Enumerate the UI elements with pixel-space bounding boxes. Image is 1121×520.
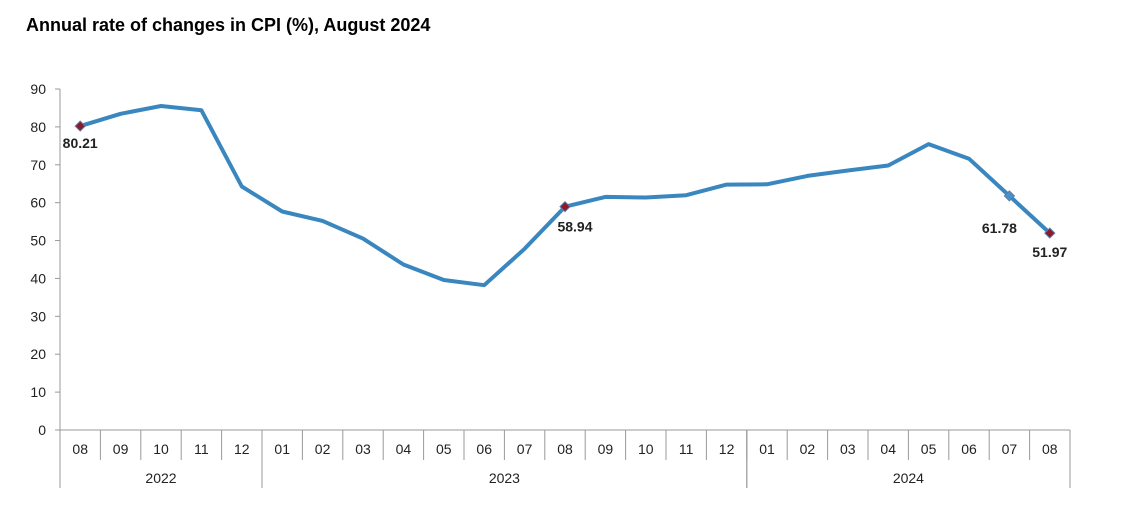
year-label: 2024 (893, 470, 924, 486)
data-label: 61.78 (982, 220, 1017, 236)
x-tick-label: 02 (800, 441, 816, 457)
x-tick-label: 04 (396, 441, 412, 457)
data-point-marker (74, 120, 86, 132)
y-tick-label: 90 (30, 81, 46, 97)
x-tick-label: 02 (315, 441, 331, 457)
data-label: 58.94 (557, 219, 592, 235)
data-point-marker (1003, 190, 1016, 202)
x-tick-label: 08 (557, 441, 573, 457)
x-tick-label: 05 (436, 441, 452, 457)
chart-title: Annual rate of changes in CPI (%), Augus… (26, 15, 431, 35)
cpi-series-line (78, 104, 1052, 288)
data-label: 51.97 (1032, 244, 1067, 260)
y-tick-label: 70 (30, 157, 46, 173)
x-tick-label: 09 (598, 441, 614, 457)
x-tick-label: 06 (476, 441, 492, 457)
x-tick-label: 01 (759, 441, 775, 457)
y-tick-label: 10 (30, 384, 46, 400)
y-tick-label: 40 (30, 270, 46, 286)
x-tick-label: 07 (517, 441, 533, 457)
x-tick-label: 10 (153, 441, 169, 457)
x-tick-label: 06 (961, 441, 977, 457)
x-tick-label: 08 (1042, 441, 1058, 457)
x-tick-label: 03 (355, 441, 371, 457)
data-label: 80.21 (63, 135, 98, 151)
x-tick-label: 12 (234, 441, 250, 457)
y-tick-label: 60 (30, 195, 46, 211)
x-tick-label: 10 (638, 441, 654, 457)
x-tick-label: 05 (921, 441, 937, 457)
x-tick-label: 01 (274, 441, 290, 457)
x-tick-label: 04 (880, 441, 896, 457)
x-tick-label: 09 (113, 441, 129, 457)
y-tick-label: 0 (38, 422, 46, 438)
year-label: 2022 (145, 470, 176, 486)
x-tick-label: 07 (1002, 441, 1018, 457)
data-point-marker (559, 200, 571, 213)
y-tick-label: 50 (30, 233, 46, 249)
y-tick-label: 30 (30, 308, 46, 324)
x-tick-label: 08 (72, 441, 88, 457)
y-tick-label: 20 (30, 346, 46, 362)
x-tick-label: 11 (679, 441, 694, 457)
x-tick-label: 03 (840, 441, 856, 457)
x-tick-label: 11 (194, 441, 209, 457)
year-label: 2023 (489, 470, 520, 486)
data-point-marker (1044, 227, 1056, 239)
y-tick-label: 80 (30, 119, 46, 135)
x-tick-label: 12 (719, 441, 735, 457)
